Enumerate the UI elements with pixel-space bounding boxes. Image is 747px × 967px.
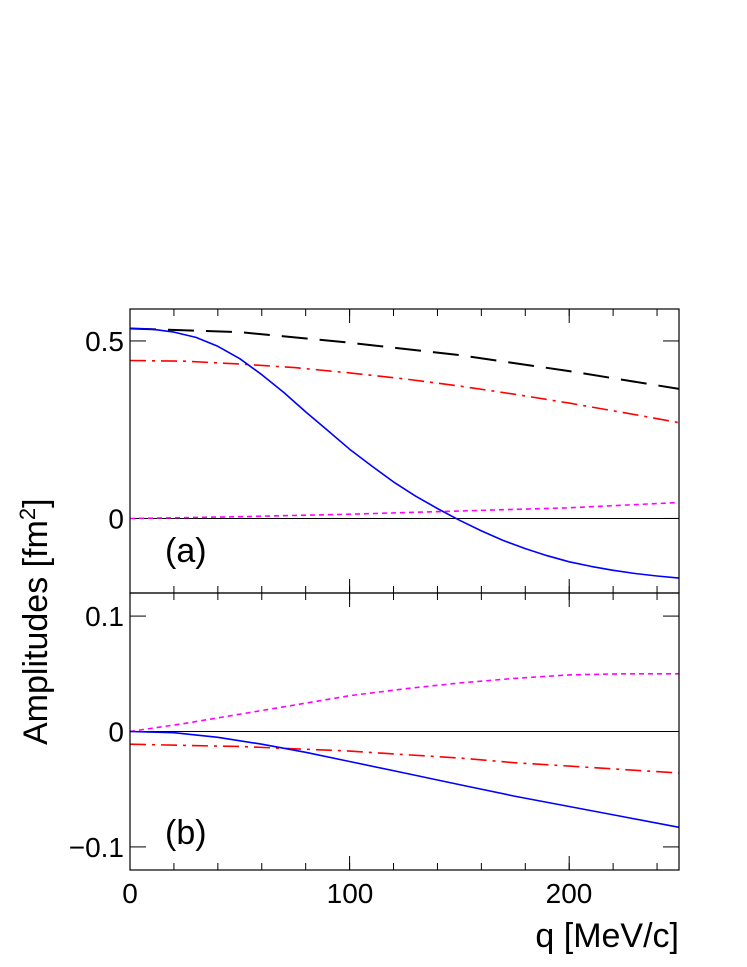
x-tick-labels: 0 100 200 [122,878,592,909]
series-line-dashdot [129,743,680,774]
panel-label: (b) [165,814,207,852]
x-tick-label-200: 200 [546,878,593,909]
series-line-solid [129,730,680,829]
x-tick-label-100: 100 [327,878,374,909]
y-tick-label: −0.1 [69,832,124,863]
panel-label: (a) [165,532,207,570]
plot-frame [129,592,680,871]
y-axis-title-sup: 2 [15,508,40,520]
y-axis-title: Amplitudes [fm2] [15,498,55,745]
plot-frame [129,308,680,594]
y-tick-label: 0.5 [85,326,124,357]
panel-a: 0.5 0 (a) [85,308,680,594]
x-tick-label-0: 0 [122,878,138,909]
series-line-dotted [129,672,679,733]
y-tick-label: 0.1 [85,601,124,632]
y-axis-title-close: ] [17,498,55,507]
panel-b: 0.1 0 −0.1 (b) [69,592,680,871]
y-tick-label: 0 [108,503,124,534]
series-line-dashdot [129,359,680,424]
y-tick-label: 0 [108,717,124,748]
x-axis-title: q [MeV/c] [535,917,679,955]
series-line-solid [129,327,680,579]
y-axis-title-main: Amplitudes [fm [17,520,55,745]
series-line-dashed [129,327,680,390]
series-line-dotted [129,501,680,520]
